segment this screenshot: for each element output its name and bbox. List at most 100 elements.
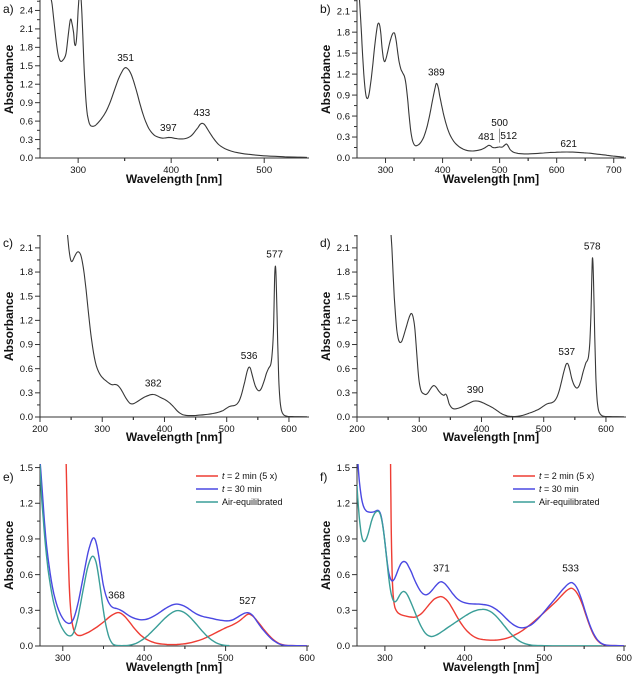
series-t-30-min (357, 464, 624, 646)
y-tick-label: 2.1 (20, 243, 33, 254)
legend-entry-label: t = 2 min (5 x) (539, 471, 594, 481)
y-tick-label: 0.9 (20, 98, 33, 109)
x-tick-label: 300 (70, 165, 86, 176)
series-group (358, 0, 624, 158)
panel-label-b: b) (320, 2, 331, 16)
x-tick-label: 400 (474, 424, 490, 435)
peak-annotation: 536 (241, 351, 258, 362)
series-spectrum (66, 235, 307, 417)
y-tick-label: 0.0 (337, 153, 350, 164)
y-tick-label: 0.3 (337, 606, 350, 617)
peak-annotation: 371 (433, 564, 450, 575)
y-tick-label: 1.8 (337, 267, 350, 278)
y-tick-label: 0.6 (20, 364, 33, 375)
legend-entry-label: Air-equilibrated (539, 497, 600, 507)
series-air-equilibrated (357, 484, 603, 646)
peak-annotation: 577 (266, 250, 283, 261)
x-tick-label: 300 (94, 424, 110, 435)
y-tick-label: 1.2 (337, 316, 350, 327)
y-tick-label: 0.6 (337, 364, 350, 375)
peak-annotation-label: 382 (145, 378, 162, 389)
x-tick-label: 600 (598, 424, 614, 435)
peak-annotation-label: 578 (584, 241, 601, 252)
series-t-30-min (40, 464, 307, 646)
peak-annotation: 527 (239, 596, 256, 607)
peak-annotation-label: 351 (117, 53, 134, 64)
y-tick-label: 0.3 (20, 606, 33, 617)
y-tick-label: 0.0 (337, 412, 350, 423)
peak-annotation-label: 512 (500, 131, 517, 142)
axes: 0.0 0.3 0.6 0.9 1.2 1.5 1.8 2.1 200 300 400 500 600 (20, 235, 309, 435)
y-tick-label: 1.2 (20, 79, 33, 90)
peak-annotation-label: 397 (160, 123, 177, 134)
peak-annotation: 533 (562, 564, 579, 575)
legend-entry-label: t = 2 min (5 x) (222, 471, 277, 481)
series-group (357, 464, 624, 646)
peak-annotation: 382 (145, 378, 162, 389)
panel-b: b) Absorbance 0.0 0.3 0.6 0.9 1.2 1.5 1.8 2.1 30… (317, 0, 634, 212)
peak-annotation: 389 (428, 68, 445, 79)
legend: t = 2 min (5 x) t = 30 min Air-equilibrate… (196, 471, 283, 507)
legend: t = 2 min (5 x) t = 30 min Air-equilibrate… (513, 471, 600, 507)
y-tick-label: 2.1 (20, 24, 33, 35)
series-spectrum (50, 0, 307, 158)
peak-annotation-label: 533 (562, 564, 579, 575)
peak-annotation-label: 481 (478, 132, 495, 143)
y-tick-label: 0.0 (20, 412, 33, 423)
series-spectrum (390, 235, 624, 417)
peak-annotation: 433 (194, 108, 211, 119)
panel-label-d: d) (320, 236, 331, 250)
y-tick-label: 1.5 (337, 463, 350, 474)
y-tick-label: 0.3 (20, 388, 33, 399)
peak-annotation-label: 371 (433, 564, 450, 575)
panel-label-e: e) (3, 470, 14, 484)
y-tick-label: 0.6 (337, 111, 350, 122)
x-tick-label: 600 (549, 165, 565, 176)
y-tick-label: 1.8 (20, 43, 33, 54)
y-tick-label: 0.3 (20, 135, 33, 146)
peak-annotation: 621 (560, 139, 577, 150)
y-tick-label: 0.3 (337, 132, 350, 143)
panel-d: d) Absorbance 0.0 0.3 0.6 0.9 1.2 1.5 1.8 2.1 20… (317, 212, 634, 444)
y-tick-label: 0.3 (337, 388, 350, 399)
peak-annotation: 481 (478, 132, 495, 143)
x-tick-label: 400 (435, 165, 451, 176)
peak-annotation-label: 390 (467, 385, 484, 396)
y-tick-label: 0.6 (20, 570, 33, 581)
series-group (50, 0, 307, 158)
y-tick-label: 1.2 (20, 498, 33, 509)
x-tick-label: 300 (378, 165, 394, 176)
x-tick-label: 500 (492, 165, 508, 176)
x-axis-title-a: Wavelength [nm] (125, 172, 223, 186)
spectrum-plot-e: 0.0 0.3 0.6 0.9 1.2 1.5 300 400 500 600 368 527 t = … (20, 463, 315, 664)
y-tick-label: 0.6 (337, 570, 350, 581)
y-tick-label: 0.9 (337, 90, 350, 101)
y-tick-label: 0.0 (20, 641, 33, 652)
peak-annotation: 397 (160, 123, 177, 134)
spectrum-plot-c: 0.0 0.3 0.6 0.9 1.2 1.5 1.8 2.1 200 300 400 500 600 3… (20, 235, 309, 435)
x-tick-label: 500 (219, 424, 235, 435)
y-tick-label: 0.9 (337, 340, 350, 351)
legend-entry-label: Air-equilibrated (222, 497, 283, 507)
y-tick-label: 1.5 (20, 291, 33, 302)
x-tick-label: 400 (157, 424, 173, 435)
panel-e: e) Absorbance 0.0 0.3 0.6 0.9 1.2 1.5 300 400 50… (0, 444, 317, 680)
panel-label-c: c) (3, 236, 13, 250)
axes: 0.0 0.3 0.6 0.9 1.2 1.5 1.8 2.1 300 400 500 600 700 (337, 0, 626, 176)
peak-annotation-label: 537 (558, 347, 575, 358)
y-tick-label: 1.5 (20, 463, 33, 474)
x-tick-label: 400 (136, 653, 152, 664)
peak-annotation: 537 (558, 347, 575, 358)
spectrum-plot-d: 0.0 0.3 0.6 0.9 1.2 1.5 1.8 2.1 200 300 400 500 600 3… (337, 235, 626, 435)
y-tick-label: 2.1 (337, 6, 350, 17)
x-axis-title-c: Wavelength [nm] (125, 430, 223, 444)
y-tick-label: 0.0 (20, 153, 33, 164)
y-tick-label: 2.1 (337, 243, 350, 254)
x-tick-label: 500 (256, 165, 272, 176)
y-tick-label: 1.5 (337, 48, 350, 59)
y-tick-label: 1.5 (20, 61, 33, 72)
series-air-equilibrated (40, 464, 230, 646)
y-tick-label: 1.8 (337, 27, 350, 38)
y-tick-label: 1.5 (337, 291, 350, 302)
y-tick-label: 2.4 (20, 6, 33, 17)
